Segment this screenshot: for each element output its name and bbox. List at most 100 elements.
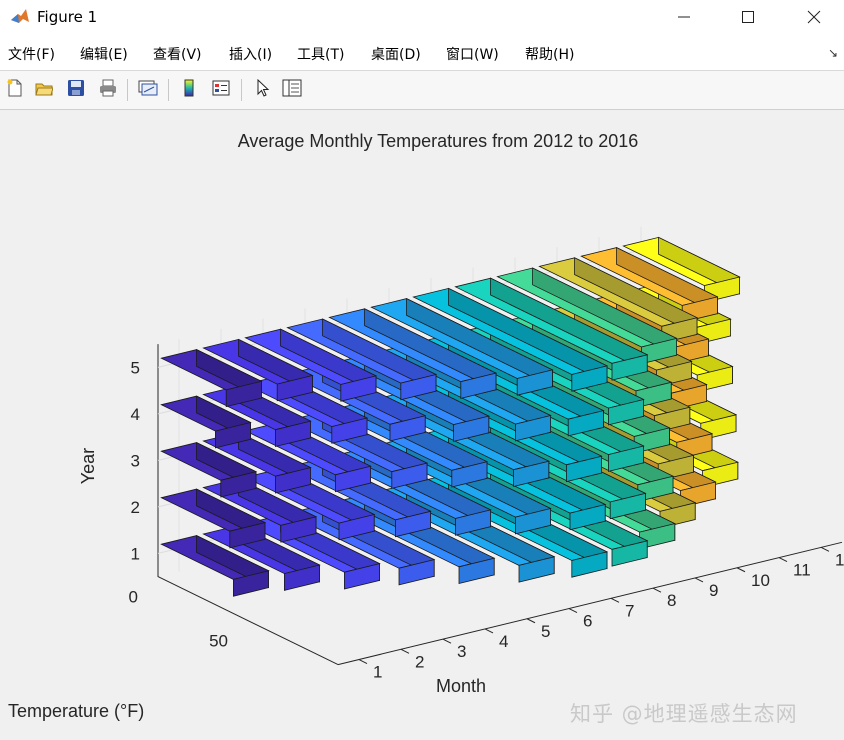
menu-edit[interactable]: 编辑(E) [80, 47, 128, 63]
menu-bar: 文件(F) 编辑(E) 查看(V) 插入(I) 工具(T) 桌面(D) 窗口(W… [0, 36, 844, 70]
bar-m2-y5 [202, 338, 314, 402]
menu-help[interactable]: 帮助(H) [525, 47, 575, 63]
bar-front-face [391, 462, 428, 489]
toolbar [0, 70, 844, 110]
bar-front-face [513, 460, 550, 488]
y-tick-label: 5 [131, 358, 140, 377]
menu-window[interactable]: 窗口(W) [446, 47, 499, 63]
property-inspector-icon [282, 79, 302, 97]
print-icon [100, 79, 116, 97]
z-axis-label: Temperature (°F) [8, 701, 144, 721]
x-tick-label: 9 [709, 581, 718, 600]
menu-desktop[interactable]: 桌面(D) [371, 47, 421, 63]
x-tick-label: 4 [499, 632, 508, 651]
legend-button[interactable] [210, 77, 232, 99]
maximize-button[interactable] [725, 0, 771, 34]
open-file-button[interactable] [33, 77, 55, 99]
bar-front-face [338, 513, 375, 541]
chart-title: Average Monthly Temperatures from 2012 t… [238, 131, 639, 151]
bar-front-face [611, 354, 648, 381]
x-tick-label: 10 [751, 571, 770, 590]
menu-tools[interactable]: 工具(T) [297, 47, 345, 63]
y-tick-label: 2 [131, 498, 140, 517]
close-button[interactable] [791, 0, 837, 34]
x-tick-mark [610, 597, 620, 603]
bar-front-face [609, 492, 646, 520]
toolbar-separator [241, 79, 242, 101]
bar-m8-y5 [454, 277, 649, 381]
bar-m1-y3 [160, 441, 258, 498]
x-tick-mark [442, 638, 452, 644]
bar-m1-y2 [160, 488, 267, 549]
bar-m3-y5 [244, 328, 378, 402]
x-axis-label: Month [436, 676, 486, 696]
bar-front-face [400, 373, 437, 401]
link-plot-button[interactable] [137, 77, 159, 99]
matlab-logo-icon [11, 9, 29, 23]
bar-front-face [571, 551, 608, 578]
toolbar-separator [168, 79, 169, 101]
x-tick-mark [568, 608, 578, 613]
menu-insert[interactable]: 插入(I) [229, 47, 273, 63]
x-tick-mark [694, 577, 704, 583]
property-inspector-button[interactable] [281, 77, 303, 99]
axis-line [157, 344, 339, 666]
bar3-chart: Average Monthly Temperatures from 2012 t… [8, 131, 844, 721]
bars-group [160, 236, 741, 597]
bar-front-face [214, 421, 252, 449]
bar-m5-y5 [328, 308, 498, 399]
bar-front-face [398, 559, 435, 586]
bar-front-face [274, 420, 312, 448]
new-figure-button[interactable] [4, 77, 26, 99]
axis-line [337, 541, 843, 666]
bar-front-face [343, 563, 381, 590]
z-tick-label: 0 [129, 588, 138, 607]
bar-front-face [454, 509, 492, 536]
x-tick-mark [736, 567, 746, 573]
bar-front-face [569, 503, 606, 531]
bar-m1-y4 [160, 395, 252, 449]
bar-front-face [608, 445, 644, 472]
bar-m6-y5 [370, 297, 554, 396]
bar-front-face [518, 556, 555, 583]
dock-arrow-icon[interactable]: ↘ [827, 46, 838, 60]
x-tick-label: 12 [835, 550, 844, 569]
bar-front-face [225, 380, 262, 408]
x-tick-label: 1 [373, 663, 382, 682]
y-tick-label: 1 [131, 544, 140, 563]
bar-front-face [394, 510, 432, 538]
menu-view[interactable]: 查看(V) [153, 47, 202, 63]
bar-front-face [516, 369, 553, 396]
y-tick-label: 4 [131, 405, 140, 424]
x-tick-label: 7 [625, 601, 634, 620]
minimize-icon [678, 16, 690, 18]
bar-front-face [274, 467, 312, 494]
bar-front-face [515, 414, 551, 442]
bar-front-face [389, 415, 426, 442]
bar-front-face [283, 564, 321, 591]
save-button[interactable] [65, 77, 87, 99]
bar-front-face [453, 415, 490, 442]
bar-front-face [229, 522, 266, 549]
pointer-button[interactable] [252, 77, 274, 99]
save-icon [68, 80, 84, 96]
x-tick-mark [400, 648, 410, 654]
bar-front-face [608, 398, 644, 426]
print-button[interactable] [97, 77, 119, 99]
x-tick-mark [484, 628, 494, 634]
bar-m1-y5 [160, 348, 263, 408]
minimize-button[interactable] [661, 0, 707, 34]
tick-labels: 12345678910111212345050 [129, 358, 844, 681]
colorbar-icon [184, 79, 194, 97]
bar-front-face [340, 375, 377, 402]
bar-front-face [220, 471, 257, 498]
bar-front-face [451, 461, 488, 488]
colorbar-button[interactable] [178, 77, 200, 99]
bar-m4-y5 [286, 318, 438, 401]
link-plot-icon [138, 80, 158, 96]
bar-front-face [276, 374, 313, 402]
x-tick-label: 3 [457, 642, 466, 661]
menu-file[interactable]: 文件(F) [8, 47, 55, 63]
x-tick-label: 5 [541, 622, 550, 641]
y-axis-label: Year [78, 448, 98, 484]
